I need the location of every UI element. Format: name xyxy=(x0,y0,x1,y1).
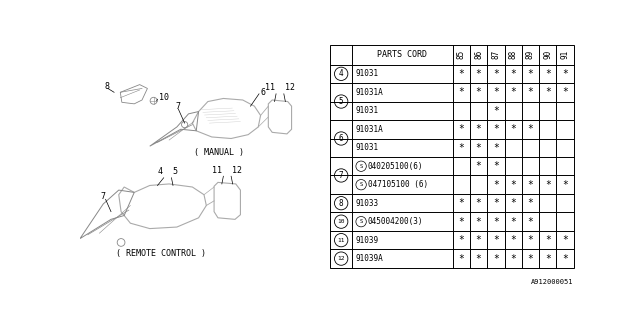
Text: *: * xyxy=(562,254,568,264)
Text: *: * xyxy=(458,143,465,153)
Text: *: * xyxy=(458,235,465,245)
Text: *: * xyxy=(458,254,465,264)
Text: 90: 90 xyxy=(543,50,552,59)
Text: *: * xyxy=(562,69,568,79)
Text: *: * xyxy=(493,124,499,134)
Text: *: * xyxy=(527,180,533,190)
Text: 91: 91 xyxy=(561,50,570,59)
Text: *: * xyxy=(527,217,533,227)
Text: *: * xyxy=(493,143,499,153)
Text: *: * xyxy=(510,124,516,134)
Text: 047105100 (6): 047105100 (6) xyxy=(368,180,428,189)
Text: S: S xyxy=(360,164,363,169)
Text: 91039: 91039 xyxy=(355,236,378,245)
Text: *: * xyxy=(476,69,482,79)
Text: 12: 12 xyxy=(337,256,345,261)
Text: *: * xyxy=(527,124,533,134)
Text: 87: 87 xyxy=(492,50,500,59)
Text: *: * xyxy=(493,180,499,190)
Text: S: S xyxy=(360,219,363,224)
Text: 7: 7 xyxy=(101,192,106,201)
Text: *: * xyxy=(458,217,465,227)
Text: 88: 88 xyxy=(509,50,518,59)
Text: 8: 8 xyxy=(105,83,110,92)
Text: 6: 6 xyxy=(339,134,344,143)
Text: *: * xyxy=(493,198,499,208)
Text: 86: 86 xyxy=(474,50,483,59)
Text: 045004200(3): 045004200(3) xyxy=(368,217,424,226)
Text: *: * xyxy=(545,235,550,245)
Text: *: * xyxy=(476,161,482,171)
Text: *: * xyxy=(458,198,465,208)
Text: *: * xyxy=(493,235,499,245)
Text: *: * xyxy=(493,69,499,79)
Text: *: * xyxy=(562,87,568,97)
Text: *: * xyxy=(510,254,516,264)
Text: PARTS CORD: PARTS CORD xyxy=(378,50,428,59)
Text: *: * xyxy=(545,254,550,264)
Text: 11: 11 xyxy=(337,238,345,243)
Text: *: * xyxy=(510,217,516,227)
Text: 5: 5 xyxy=(339,97,344,106)
Text: *: * xyxy=(545,180,550,190)
Text: *: * xyxy=(476,254,482,264)
Text: *: * xyxy=(493,87,499,97)
Text: 6: 6 xyxy=(260,88,266,97)
Text: 7: 7 xyxy=(339,171,344,180)
Text: A912000051: A912000051 xyxy=(531,279,573,285)
Text: *: * xyxy=(510,198,516,208)
Text: *: * xyxy=(562,180,568,190)
Text: ( REMOTE CONTROL ): ( REMOTE CONTROL ) xyxy=(116,249,206,258)
Text: *: * xyxy=(527,69,533,79)
Text: *: * xyxy=(510,87,516,97)
Text: *: * xyxy=(476,198,482,208)
Text: *: * xyxy=(458,69,465,79)
Text: *: * xyxy=(493,161,499,171)
Text: *: * xyxy=(476,124,482,134)
Text: 91031A: 91031A xyxy=(355,125,383,134)
Text: *: * xyxy=(562,235,568,245)
Text: ( MANUAL ): ( MANUAL ) xyxy=(195,148,244,157)
Text: *: * xyxy=(527,198,533,208)
Text: *: * xyxy=(476,143,482,153)
Text: *: * xyxy=(527,87,533,97)
Text: *: * xyxy=(510,69,516,79)
Text: *: * xyxy=(493,106,499,116)
Text: *: * xyxy=(476,235,482,245)
Text: *: * xyxy=(527,254,533,264)
Text: 040205100(6): 040205100(6) xyxy=(368,162,424,171)
Text: 91031: 91031 xyxy=(355,106,378,115)
Text: 11  12: 11 12 xyxy=(265,83,295,92)
Text: 91039A: 91039A xyxy=(355,254,383,263)
Text: 7: 7 xyxy=(175,102,180,111)
Text: *: * xyxy=(476,217,482,227)
Text: 91031: 91031 xyxy=(355,143,378,152)
Text: *: * xyxy=(510,180,516,190)
Text: 10: 10 xyxy=(337,219,345,224)
Text: 4: 4 xyxy=(339,69,344,78)
Text: *: * xyxy=(493,254,499,264)
Text: *: * xyxy=(510,235,516,245)
Text: 91033: 91033 xyxy=(355,199,378,208)
Text: *: * xyxy=(545,69,550,79)
Text: *: * xyxy=(545,87,550,97)
Text: 91031: 91031 xyxy=(355,69,378,78)
Text: 10: 10 xyxy=(159,93,169,102)
Text: *: * xyxy=(527,235,533,245)
Text: *: * xyxy=(493,217,499,227)
Text: *: * xyxy=(476,87,482,97)
Text: 8: 8 xyxy=(339,199,344,208)
Text: 91031A: 91031A xyxy=(355,88,383,97)
Text: *: * xyxy=(458,87,465,97)
Text: 11  12: 11 12 xyxy=(212,166,243,175)
Text: 89: 89 xyxy=(526,50,535,59)
Text: S: S xyxy=(360,182,363,187)
Text: 4  5: 4 5 xyxy=(157,167,177,176)
Bar xyxy=(330,44,573,268)
Text: 85: 85 xyxy=(457,50,466,59)
Text: *: * xyxy=(458,124,465,134)
